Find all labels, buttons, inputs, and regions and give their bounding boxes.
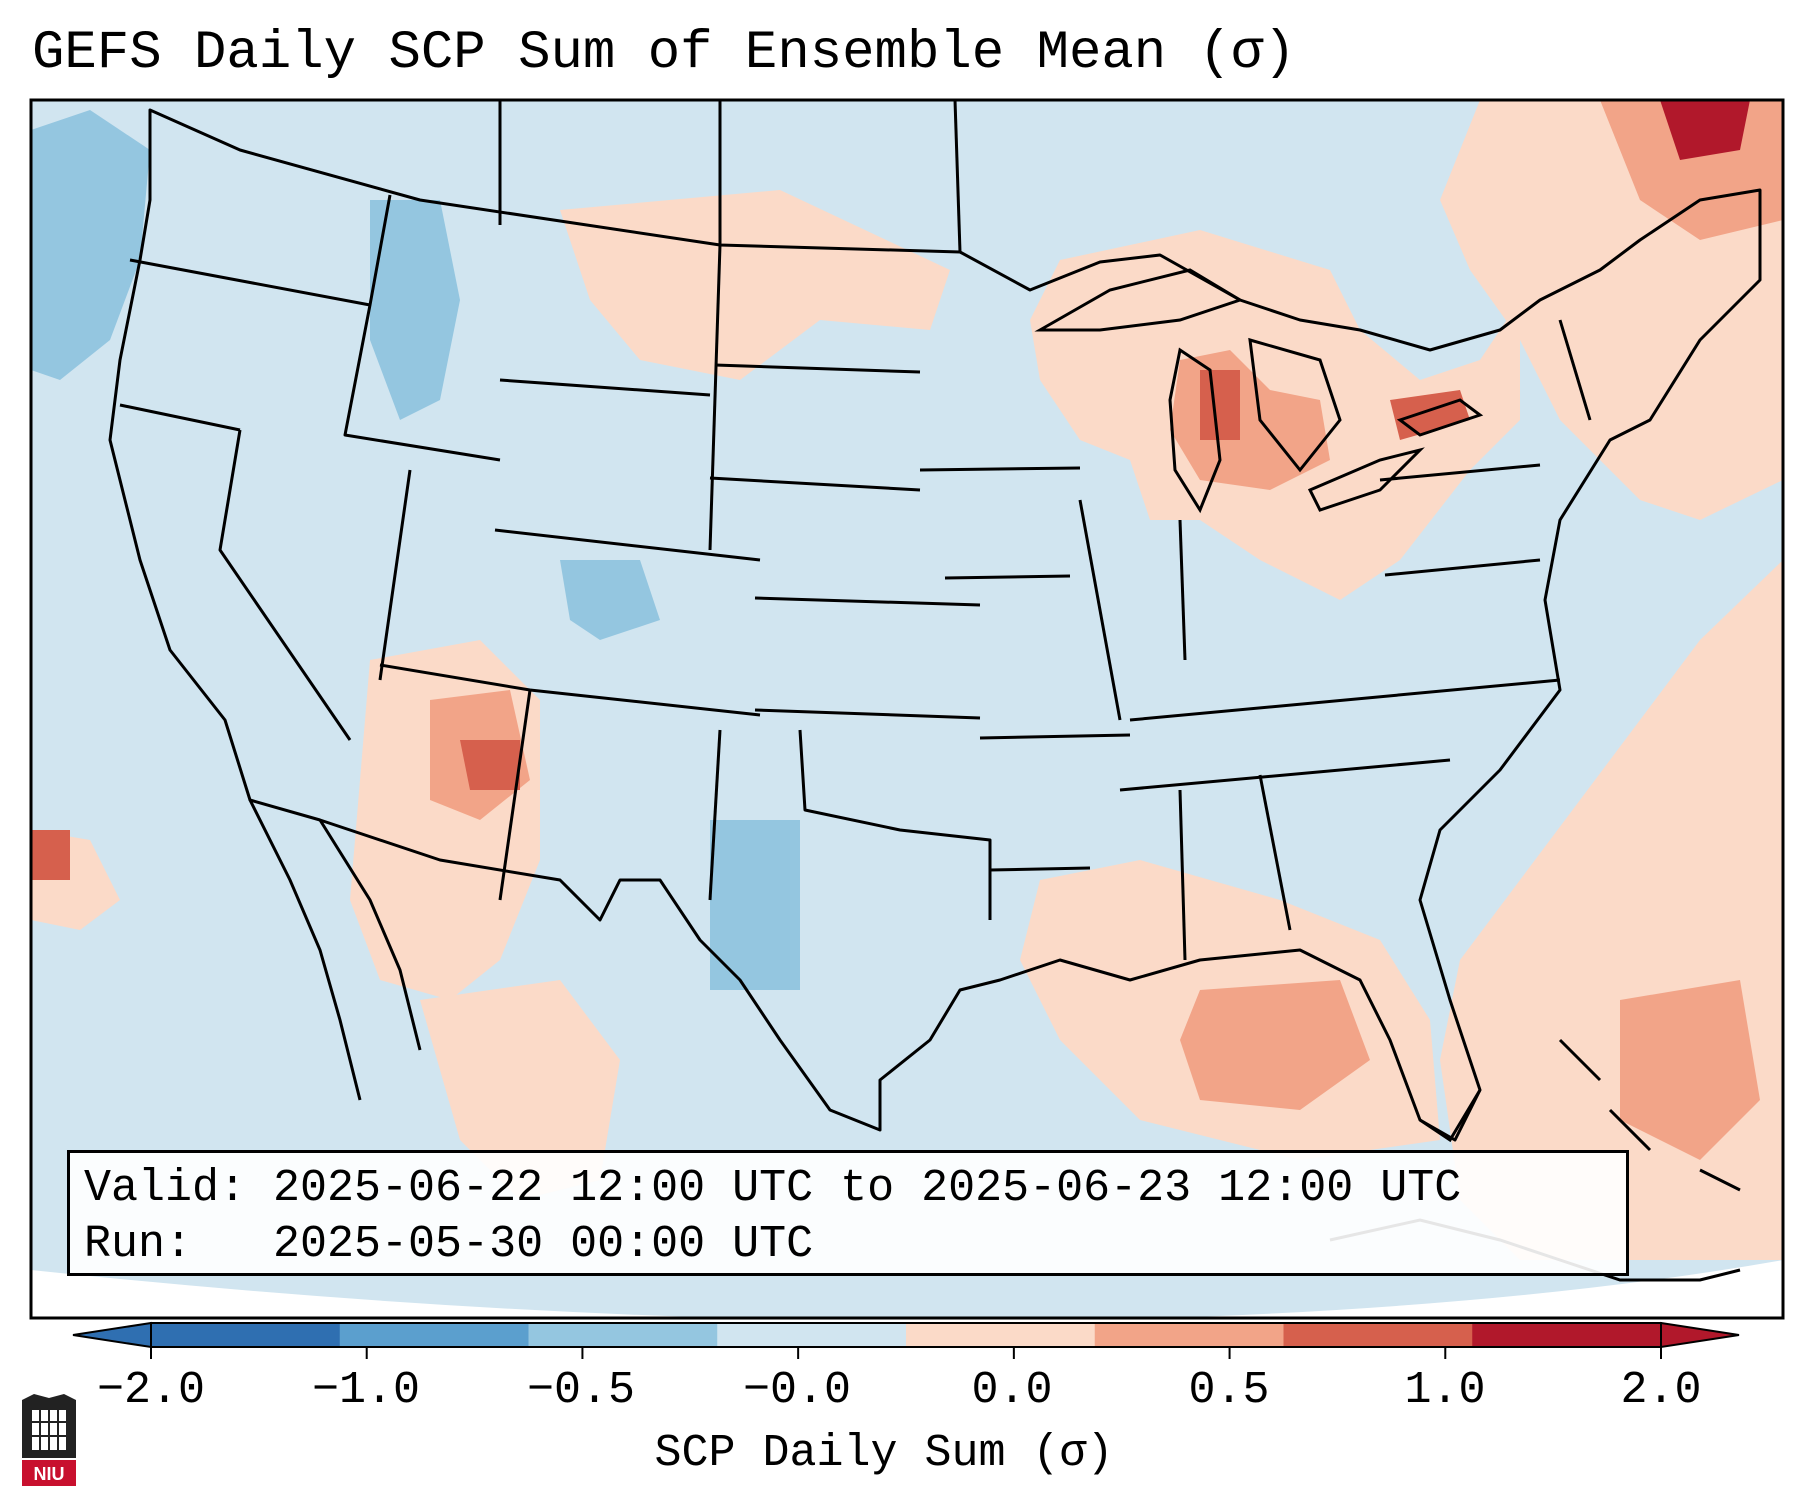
colorbar [72,1321,1740,1359]
negative-anomaly-regions [31,110,800,990]
border-nv-ut [378,469,412,681]
anomaly-region-caribbean [1620,980,1760,1160]
border-mo-ar [979,733,1131,740]
great-lakes [1034,268,1484,514]
border-nm-tx [708,729,722,901]
border-sd-ne [709,476,921,492]
anomaly-region-pacific-core [31,830,70,880]
colorbar-tick-label: 2.0 [1620,1365,1702,1416]
border-ne-ks [754,596,981,607]
colorbar-segment [717,1323,907,1347]
anomaly-region-texas [710,820,800,990]
valid-line: Valid: 2025-06-22 12:00 UTC to 2025-06-2… [84,1163,1462,1214]
colorbar-segment [151,1323,341,1347]
colorbar-tick-label: −0.0 [742,1365,852,1416]
border-ut-az [379,663,531,692]
border-mt-nd [708,244,722,551]
border-tn-south [1119,758,1451,792]
projection-edge [31,1260,1783,1318]
anomaly-region-mexico [420,980,620,1200]
border-nd-sd [714,363,921,374]
colorbar-label: SCP Daily Sum (σ) [654,1428,1114,1479]
lake-ontario [1396,398,1484,437]
colorbar-segment [339,1323,529,1347]
colorbar-tick-label: 0.0 [971,1365,1053,1416]
lake-huron [1248,337,1342,473]
bahamas [1558,1038,1741,1192]
anomaly-region-rockies [370,200,460,420]
colorbar-tick-label: −1.0 [311,1365,421,1416]
florida [1419,1089,1482,1143]
logo-text: NIU [34,1464,65,1484]
border-mn-canada [953,100,962,253]
border-tn-ky [1129,678,1561,722]
anomaly-region-gulf-core [1180,980,1370,1110]
colorbar-segment [1094,1323,1284,1347]
gulf-of-california [318,819,422,1051]
anomaly-region-northwest [31,110,150,380]
border-or-ca [119,403,241,432]
colorbar-segment [1283,1323,1473,1347]
lake-erie [1307,447,1425,512]
chart-title: GEFS Daily SCP Sum of Ensemble Mean (σ) [32,23,1296,84]
colorbar-tick-label: 0.5 [1188,1365,1270,1416]
colorbar-border [150,1322,1662,1348]
colorbar-extend-high [1660,1321,1740,1349]
run-line: Run: 2025-05-30 00:00 UTC [84,1219,814,1270]
border-wy-co [494,528,761,562]
border-az-nm [498,689,532,901]
lake-michigan [1168,347,1222,514]
border-ms-al [1178,789,1187,961]
colorbar-segment [906,1323,1096,1347]
border-ar-la [989,866,1091,872]
border-nm-co [529,688,761,717]
border-ok-tx [798,729,992,920]
colorbar-segment [528,1323,718,1347]
valid-info-box: Valid: 2025-06-22 12:00 UTC to 2025-06-2… [67,1150,1629,1276]
border-wa-or [129,258,371,307]
border-oh-in [1178,519,1187,661]
anomaly-region-michigan-core [1200,370,1240,440]
border-pa-south [1384,558,1541,577]
border-al-ga [1258,774,1292,931]
border-ks-ok [754,708,981,720]
border-id-mt [343,194,501,462]
border-il-in [1078,499,1122,721]
lake-superior [1034,268,1244,332]
border-ny-vt [1558,319,1592,421]
border-ca-nv [218,429,352,741]
colorbar-extend-low [72,1321,152,1349]
colorbar-tick-label: −0.5 [526,1365,636,1416]
colorbar-tick-label: 1.0 [1404,1365,1486,1416]
anomaly-region-quebec-peak [1660,100,1750,160]
anomaly-region-southwest-peak [460,740,520,790]
border-mn-ia [919,466,1081,472]
anomaly-region-colorado [560,560,660,640]
niu-logo-icon: NIU [22,1394,76,1486]
map-frame [29,98,1785,1320]
colorbar-tick-label: −2.0 [96,1365,206,1416]
anomaly-region-northern-plains [560,190,950,380]
positive-anomaly-regions [31,100,1783,1260]
border-ia-mo [944,574,1071,580]
border-mt-wy [499,378,711,397]
colorbar-segment [1472,1323,1662,1347]
baja-peninsula [248,799,362,1101]
border-pa-ny [1379,463,1541,482]
